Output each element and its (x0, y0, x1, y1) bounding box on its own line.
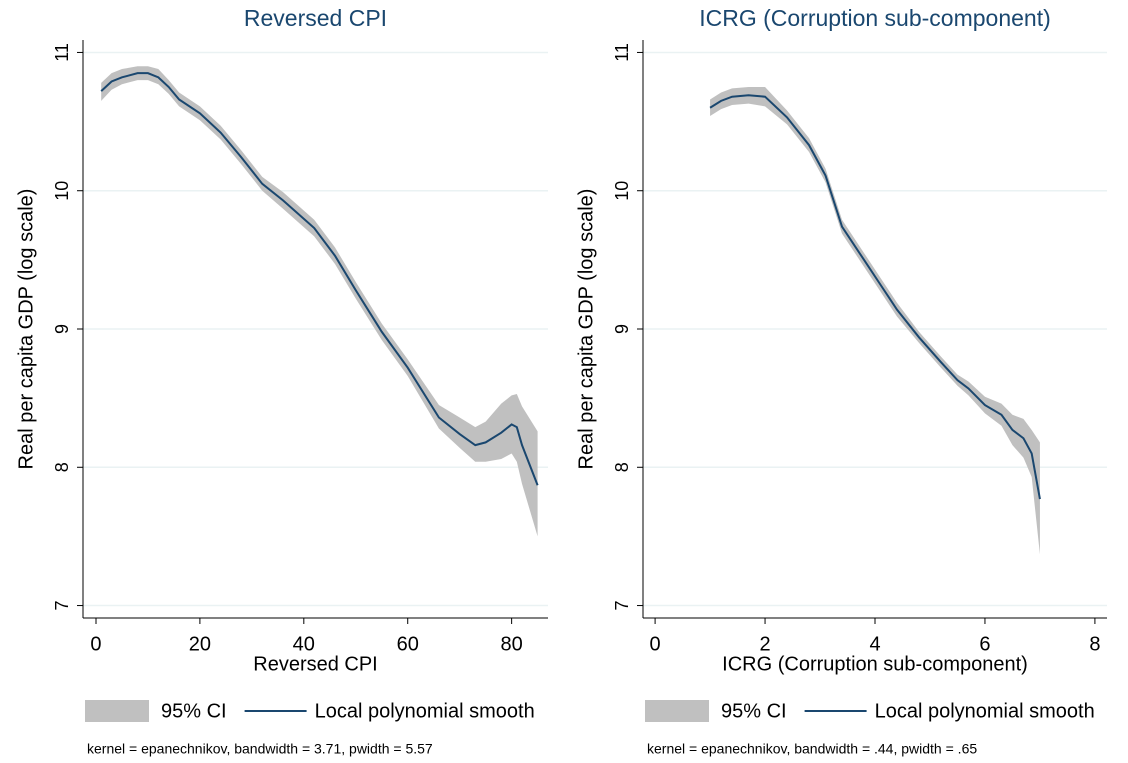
y-tick-label: 7 (52, 601, 72, 611)
y-tick-label: 10 (612, 181, 632, 201)
y-axis-label: Real per capita GDP (log scale) (575, 189, 597, 470)
y-tick-label: 8 (52, 462, 72, 472)
x-axis-label: Reversed CPI (253, 653, 378, 675)
y-axis-label: Real per capita GDP (log scale) (15, 189, 37, 470)
y-tick-label: 8 (612, 462, 632, 472)
y-tick-label: 10 (52, 181, 72, 201)
x-axis-label: ICRG (Corruption sub-component) (722, 653, 1028, 675)
smooth-line (709, 94, 1041, 500)
x-tick-label: 40 (293, 633, 315, 655)
smooth-line (100, 72, 539, 486)
x-tick-label: 20 (189, 633, 211, 655)
note: kernel = epanechnikov, bandwidth = 3.71,… (87, 741, 433, 757)
x-tick-label: 0 (90, 633, 101, 655)
ci-band (101, 66, 538, 537)
y-tick-label: 9 (52, 324, 72, 334)
ci-band (710, 87, 1040, 555)
x-tick-label: 80 (501, 633, 523, 655)
y-tick-label: 7 (612, 601, 632, 611)
y-tick-label: 11 (612, 43, 632, 62)
legend-label: 95% CI (721, 700, 787, 722)
chart-title: ICRG (Corruption sub-component) (699, 5, 1051, 31)
legend-label: Local polynomial smooth (875, 700, 1095, 722)
x-tick-label: 60 (397, 633, 419, 655)
x-tick-label: 2 (759, 633, 770, 655)
legend-label: 95% CI (161, 700, 227, 722)
y-tick-label: 9 (612, 324, 632, 334)
legend-label: Local polynomial smooth (315, 700, 535, 722)
x-tick-label: 4 (869, 633, 880, 655)
note: kernel = epanechnikov, bandwidth = .44, … (647, 741, 977, 757)
legend-swatch (645, 700, 709, 722)
y-tick-label: 11 (52, 43, 72, 62)
x-tick-label: 8 (1089, 633, 1100, 655)
x-tick-label: 0 (650, 633, 661, 655)
x-tick-label: 6 (979, 633, 990, 655)
chart-title: Reversed CPI (244, 5, 387, 31)
legend-swatch (85, 700, 149, 722)
